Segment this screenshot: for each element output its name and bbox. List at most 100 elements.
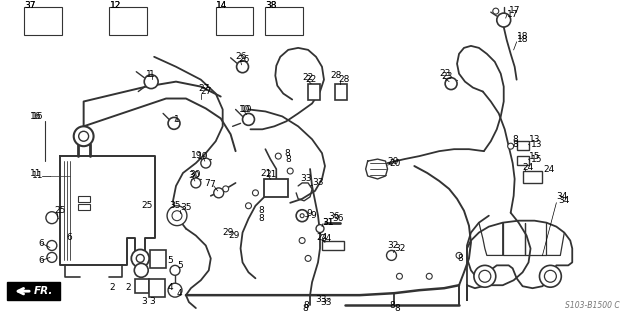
Text: 11: 11 <box>30 170 42 178</box>
Text: 27: 27 <box>199 84 210 93</box>
Bar <box>335 84 347 100</box>
Text: 35: 35 <box>180 203 191 212</box>
Circle shape <box>74 126 93 146</box>
Text: 18: 18 <box>516 36 528 44</box>
Text: 38: 38 <box>266 1 277 10</box>
Text: 7: 7 <box>204 179 209 188</box>
Text: 9: 9 <box>310 211 316 220</box>
Circle shape <box>396 273 403 279</box>
Text: 34: 34 <box>558 196 570 205</box>
Text: 13: 13 <box>531 140 542 149</box>
Text: 18: 18 <box>516 32 528 42</box>
Circle shape <box>540 265 561 287</box>
Bar <box>264 179 288 197</box>
Bar <box>77 204 90 210</box>
Text: 31: 31 <box>322 218 333 227</box>
Text: 16: 16 <box>30 112 42 121</box>
Text: 9: 9 <box>306 209 312 218</box>
Text: 8: 8 <box>513 135 518 144</box>
Text: S103-B1500 C: S103-B1500 C <box>565 301 620 310</box>
Text: 28: 28 <box>338 75 349 84</box>
Text: 20: 20 <box>388 157 399 165</box>
Text: 37: 37 <box>24 1 36 10</box>
Text: 15: 15 <box>531 155 542 164</box>
Circle shape <box>172 211 182 221</box>
Text: 21: 21 <box>260 169 272 178</box>
Text: 2: 2 <box>109 283 115 292</box>
Text: 28: 28 <box>330 71 341 80</box>
Bar <box>266 7 303 35</box>
Circle shape <box>479 270 491 282</box>
Text: 6: 6 <box>38 256 44 265</box>
Text: 17: 17 <box>507 10 518 19</box>
Circle shape <box>493 8 499 14</box>
Text: 36: 36 <box>332 214 344 223</box>
Circle shape <box>246 203 252 209</box>
Text: 36: 36 <box>328 212 339 221</box>
Text: 38: 38 <box>266 1 277 10</box>
Text: 33: 33 <box>312 178 324 187</box>
Circle shape <box>201 158 211 168</box>
Text: 14: 14 <box>216 1 227 10</box>
Text: 23: 23 <box>441 72 452 81</box>
Text: 10: 10 <box>239 105 250 114</box>
Text: 2: 2 <box>125 283 131 292</box>
Circle shape <box>474 265 496 287</box>
Text: 26: 26 <box>236 52 247 61</box>
Text: 24: 24 <box>320 234 332 243</box>
Text: 34: 34 <box>556 192 568 201</box>
Circle shape <box>144 75 158 88</box>
Circle shape <box>46 212 58 224</box>
Text: 33: 33 <box>300 174 312 184</box>
Text: 31: 31 <box>322 218 333 227</box>
Circle shape <box>387 250 396 260</box>
Circle shape <box>426 273 432 279</box>
Text: 6: 6 <box>67 233 72 242</box>
Circle shape <box>136 255 144 262</box>
Circle shape <box>79 131 88 141</box>
Circle shape <box>497 13 511 27</box>
Circle shape <box>47 241 57 250</box>
Text: FR.: FR. <box>34 286 53 296</box>
Text: 20: 20 <box>390 158 401 168</box>
Text: 8: 8 <box>302 304 308 313</box>
Circle shape <box>296 210 308 222</box>
Text: 1: 1 <box>174 115 180 124</box>
Text: 17: 17 <box>509 6 520 15</box>
Text: 5: 5 <box>167 256 173 265</box>
Text: 22: 22 <box>302 73 314 82</box>
Text: 19: 19 <box>197 152 209 161</box>
Text: 32: 32 <box>388 241 399 250</box>
Text: 23: 23 <box>439 69 451 78</box>
Text: 27: 27 <box>201 87 212 96</box>
Text: 4: 4 <box>177 289 182 298</box>
Text: 32: 32 <box>394 244 406 253</box>
Text: 8: 8 <box>513 140 518 149</box>
Bar <box>150 250 166 268</box>
Text: 25: 25 <box>55 206 66 215</box>
Text: 26: 26 <box>239 55 250 64</box>
Text: 1: 1 <box>146 70 152 79</box>
Text: 19: 19 <box>191 151 202 160</box>
Polygon shape <box>7 282 60 300</box>
Circle shape <box>508 143 514 149</box>
Text: 10: 10 <box>241 105 252 114</box>
Text: 24: 24 <box>543 165 555 173</box>
Text: 37: 37 <box>24 1 36 10</box>
Circle shape <box>167 206 187 226</box>
Circle shape <box>223 186 228 192</box>
Text: 5: 5 <box>177 261 183 270</box>
Text: 15: 15 <box>529 152 540 161</box>
Text: 30: 30 <box>189 171 200 179</box>
Circle shape <box>47 252 57 262</box>
Text: 21: 21 <box>266 171 276 179</box>
Text: 30: 30 <box>188 171 200 180</box>
Bar <box>516 141 529 150</box>
Text: 8: 8 <box>457 254 463 263</box>
Text: 8: 8 <box>259 206 264 215</box>
Circle shape <box>456 252 462 258</box>
Text: 24: 24 <box>316 233 327 242</box>
Circle shape <box>214 188 223 198</box>
Text: 33: 33 <box>315 294 326 304</box>
Text: 8: 8 <box>394 304 400 313</box>
